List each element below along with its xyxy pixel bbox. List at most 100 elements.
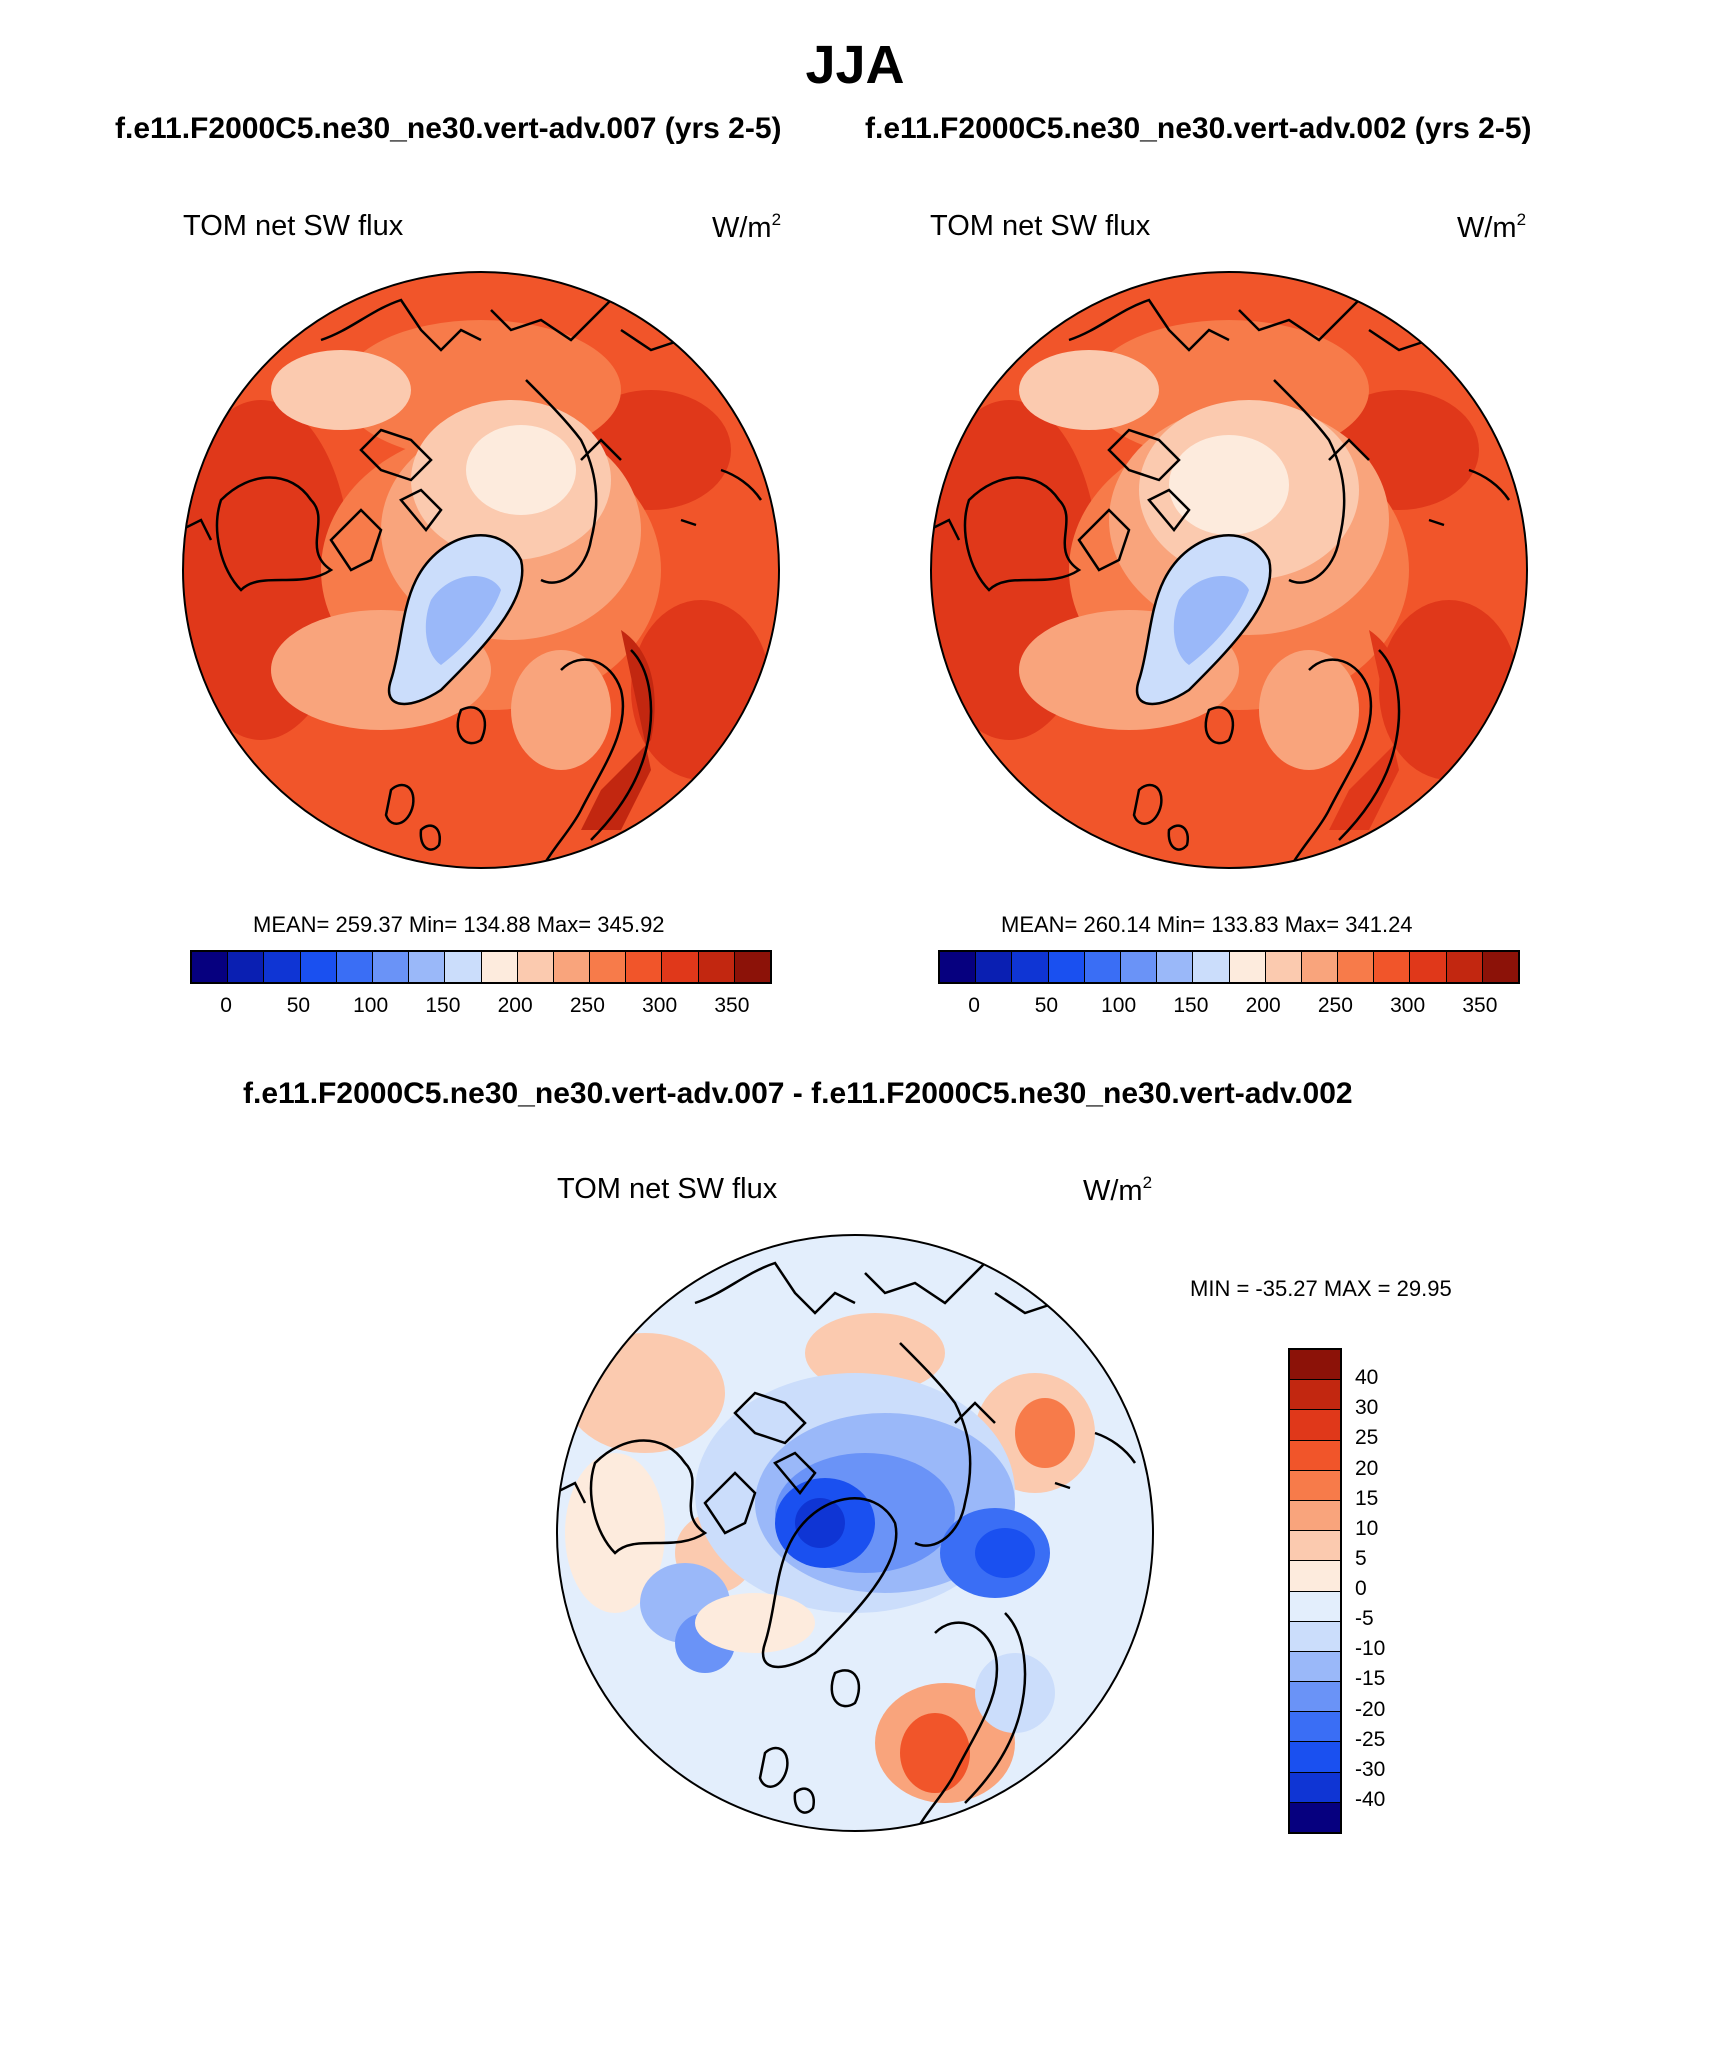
diff-colorbar-tick-label: 40 [1355,1366,1379,1390]
diff-colorbar-swatch [1290,1350,1340,1381]
diff-colorbar-tick-label: -15 [1355,1667,1386,1691]
left-colorbar-swatch [590,952,627,982]
left-colorbar-tick-label: 350 [714,994,750,1017]
diff-colorbar [1288,1348,1342,1834]
right-colorbar-swatch [1265,952,1302,982]
left-colorbar-swatch [372,952,410,982]
diff-colorbar-swatch [1290,1500,1340,1532]
right-colorbar-swatch [1157,952,1194,982]
left-colorbar-swatch [481,952,518,982]
right-colorbar-tick-label: 50 [1034,994,1059,1017]
diff-colorbar-swatch [1290,1621,1340,1652]
diff-colorbar-swatch [1290,1561,1340,1592]
left-colorbar-ticks: 0 50 100 150 200 250 300 350 [190,994,768,1022]
right-colorbar-tick-label: 0 [968,994,980,1017]
diff-title: f.e11.F2000C5.ne30_ne30.vert-adv.007 - f… [243,1077,1353,1110]
right-colorbar-swatch [1084,952,1121,982]
diff-colorbar-swatch [1290,1682,1340,1713]
left-colorbar-swatch [734,952,770,982]
right-colorbar-swatch [1410,952,1447,982]
right-polar-map [930,271,1528,869]
diff-colorbar-swatch [1290,1651,1340,1683]
left-colorbar-swatch [445,952,482,982]
right-colorbar-tick-label: 250 [1317,994,1353,1017]
right-colorbar-tick-label: 300 [1390,994,1426,1017]
right-colorbar-swatch [1120,952,1158,982]
case-a-title: f.e11.F2000C5.ne30_ne30.vert-adv.007 (yr… [115,112,782,145]
right-colorbar-swatch [976,952,1013,982]
left-colorbar-swatch [517,952,554,982]
right-stats: MEAN= 260.14 Min= 133.83 Max= 341.24 [1001,912,1413,937]
diff-colorbar-swatch [1290,1742,1340,1773]
diff-colorbar-swatch [1290,1591,1340,1622]
left-colorbar-swatch [336,952,373,982]
diff-stats: MIN = -35.27 MAX = 29.95 [1190,1276,1452,1301]
right-colorbar-tick-label: 150 [1173,994,1209,1017]
diff-colorbar-swatch [1290,1802,1340,1832]
right-colorbar-swatch [1012,952,1049,982]
diff-colorbar-tick-label: -20 [1355,1697,1386,1721]
left-units-label: W/m2 [712,210,782,244]
diff-colorbar-tick-label: 10 [1355,1516,1379,1540]
left-polar-map [182,271,780,869]
diff-variable-label: TOM net SW flux [557,1173,778,1205]
right-colorbar-tick-label: 350 [1462,994,1498,1017]
right-colorbar [938,950,1520,984]
left-colorbar [190,950,772,984]
right-colorbar-swatch [1338,952,1375,982]
diff-colorbar-tick-label: -10 [1355,1637,1386,1661]
diff-colorbar-swatch [1290,1712,1340,1743]
right-colorbar-swatch [1048,952,1085,982]
right-colorbar-swatch [1301,952,1339,982]
right-colorbar-swatch [1482,952,1518,982]
left-colorbar-tick-label: 150 [425,994,461,1017]
left-colorbar-tick-label: 50 [286,994,311,1017]
left-colorbar-tick-label: 250 [569,994,605,1017]
diff-colorbar-tick-label: -30 [1355,1757,1386,1781]
right-colorbar-swatch [1229,952,1266,982]
diff-colorbar-swatch [1290,1470,1340,1501]
right-units-label: W/m2 [1457,210,1527,244]
left-colorbar-tick-label: 0 [220,994,232,1017]
diff-colorbar-tick-label: 25 [1355,1426,1379,1450]
diff-polar-map [556,1234,1154,1832]
left-colorbar-swatch [553,952,591,982]
left-colorbar-swatch [626,952,663,982]
right-colorbar-tick-label: 100 [1101,994,1137,1017]
case-b-title: f.e11.F2000C5.ne30_ne30.vert-adv.002 (yr… [865,112,1532,145]
left-colorbar-swatch [264,952,301,982]
left-colorbar-swatch [228,952,265,982]
diff-colorbar-swatch [1290,1410,1340,1441]
diff-colorbar-tick-label: 15 [1355,1486,1379,1510]
diff-colorbar-swatch [1290,1440,1340,1471]
left-colorbar-swatch [192,952,229,982]
diff-colorbar-tick-label: -40 [1355,1787,1386,1811]
left-stats: MEAN= 259.37 Min= 134.88 Max= 345.92 [253,912,665,937]
diff-units-label: W/m2 [1083,1173,1153,1207]
left-colorbar-tick-label: 200 [497,994,533,1017]
diff-colorbar-tick-label: 30 [1355,1396,1379,1420]
right-colorbar-swatch [940,952,977,982]
left-colorbar-tick-label: 100 [353,994,389,1017]
diff-colorbar-swatch [1290,1531,1340,1562]
diff-colorbar-tick-label: -5 [1355,1607,1374,1631]
season-title: JJA [805,35,905,95]
right-colorbar-tick-label: 200 [1245,994,1281,1017]
diff-colorbar-tick-label: 5 [1355,1546,1367,1570]
diff-colorbar-ticks: 40 30 25 20 15 10 5 0 -5 -10 -15 -20 -25 -30 -40 [1355,1348,1435,1830]
diff-colorbar-tick-label: 0 [1355,1577,1367,1600]
right-colorbar-swatch [1193,952,1230,982]
diff-colorbar-swatch [1290,1772,1340,1803]
right-colorbar-swatch [1446,952,1483,982]
left-colorbar-swatch [662,952,699,982]
right-colorbar-swatch [1374,952,1411,982]
right-colorbar-ticks: 0 50 100 150 200 250 300 350 [938,994,1516,1022]
diff-colorbar-tick-label: 20 [1355,1456,1379,1480]
left-variable-label: TOM net SW flux [183,210,404,242]
left-colorbar-swatch [409,952,446,982]
diff-colorbar-tick-label: -25 [1355,1727,1386,1751]
left-colorbar-swatch [698,952,735,982]
diff-colorbar-swatch [1290,1380,1340,1411]
left-colorbar-tick-label: 300 [642,994,678,1017]
right-variable-label: TOM net SW flux [930,210,1151,242]
